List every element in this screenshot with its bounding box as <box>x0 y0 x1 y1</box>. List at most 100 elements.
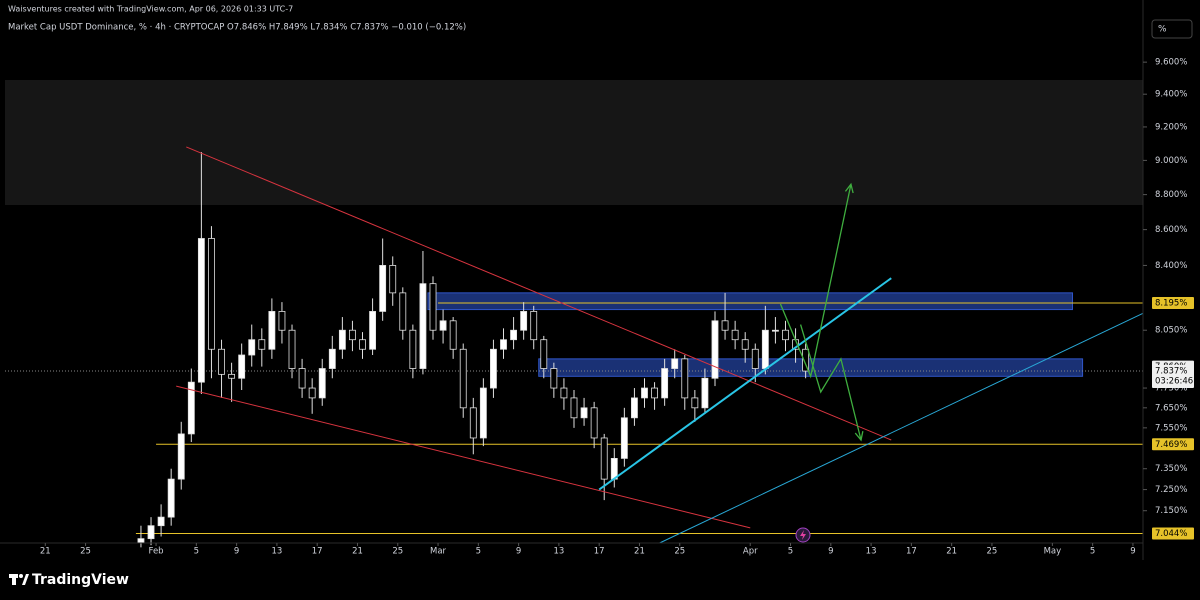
candle-body <box>741 339 749 350</box>
y-tick-label: 9.000% <box>1155 156 1187 166</box>
candle-body <box>258 339 266 350</box>
candle-body <box>268 311 276 350</box>
candle-body <box>187 381 195 435</box>
y-tick-label: 8.600% <box>1155 225 1187 235</box>
projection-arrow <box>779 184 852 379</box>
candle-body <box>459 348 467 409</box>
candle-body <box>238 354 246 379</box>
candle-body <box>308 387 316 399</box>
x-tick-label: 9 <box>516 547 521 557</box>
trendline <box>598 277 892 491</box>
y-tick-label: 9.600% <box>1155 58 1187 68</box>
y-tick-label: 8.400% <box>1155 261 1187 271</box>
x-tick-label: 13 <box>553 547 564 557</box>
candle-body <box>570 397 578 419</box>
level-label-box <box>1152 438 1194 451</box>
candle-body <box>157 516 165 527</box>
candle-body <box>369 311 377 350</box>
x-tick-label: 5 <box>476 547 481 557</box>
y-tick-label: 9.200% <box>1155 122 1187 132</box>
candle-body <box>248 339 256 356</box>
y-tick-label: 8.050% <box>1155 326 1187 336</box>
candle-body <box>167 478 175 518</box>
candle-body <box>137 538 145 544</box>
legend: Market Cap USDT Dominance, % · 4h · CRYP… <box>8 23 466 33</box>
candle-body <box>691 397 699 409</box>
arrow-head <box>844 182 854 194</box>
candle-body <box>751 348 759 369</box>
unit-label[interactable]: % <box>1158 25 1167 35</box>
y-tick-label: 8.800% <box>1155 190 1187 200</box>
scale-button[interactable] <box>1151 19 1193 39</box>
x-tick-label: 5 <box>1090 547 1095 557</box>
x-tick-label: 17 <box>312 547 323 557</box>
brand-logo <box>9 574 29 585</box>
x-tick-label: 21 <box>634 547 645 557</box>
candle-body <box>711 320 719 379</box>
trendline <box>659 312 1144 544</box>
x-tick-label: 9 <box>1130 547 1135 557</box>
candle-body <box>651 387 658 399</box>
x-tick-label: 17 <box>594 547 605 557</box>
candle-body <box>399 292 407 331</box>
candle-body <box>228 373 236 379</box>
last-price-label: 7.837% <box>1155 367 1187 377</box>
candle-body <box>479 387 487 439</box>
y-tick-label: 9.400% <box>1155 90 1187 100</box>
candle-body <box>761 329 769 369</box>
trendline <box>186 146 892 441</box>
candle-body <box>530 311 538 341</box>
y-tick-label: 7.250% <box>1155 485 1187 495</box>
trendline <box>176 385 751 529</box>
candle-body <box>500 339 507 350</box>
candle-body <box>469 407 477 439</box>
plot-area <box>5 146 1144 548</box>
candle-body <box>208 238 215 350</box>
candle-body <box>389 265 397 294</box>
candle-body <box>771 329 779 332</box>
candle-body <box>318 368 326 399</box>
x-tick-label: 9 <box>234 547 239 557</box>
projection-arrow <box>799 324 862 441</box>
x-tick-label: 25 <box>987 547 998 557</box>
y-tick-label: 7.750% <box>1155 384 1187 394</box>
candle-body <box>328 348 336 369</box>
level-label: 7.044% <box>1155 529 1187 539</box>
candle-body <box>197 238 205 383</box>
countdown: 03:26:46 <box>1155 377 1193 387</box>
level-label: 7.469% <box>1155 440 1187 450</box>
zone <box>427 292 1074 311</box>
x-tick-label: 17 <box>906 547 917 557</box>
y-tick-label: 7.550% <box>1155 423 1187 433</box>
candle-body <box>429 283 437 331</box>
candle-body <box>620 417 628 459</box>
candle-body <box>298 368 306 389</box>
shaded-band <box>5 80 1143 205</box>
candle-body <box>550 368 558 389</box>
y-tick-label: 7.150% <box>1155 506 1187 516</box>
x-tick-label: 25 <box>80 547 91 557</box>
candle-body <box>600 437 608 480</box>
x-tick-label: 21 <box>946 547 957 557</box>
x-tick-label: 5 <box>194 547 199 557</box>
last-price-box <box>1152 365 1194 389</box>
x-tick-label: Mar <box>430 547 447 557</box>
candle-body <box>147 525 155 540</box>
candle-body <box>590 407 598 439</box>
level-label-box <box>1152 527 1194 540</box>
candle-body <box>671 358 679 369</box>
candle-body <box>490 348 497 389</box>
x-tick-label: 25 <box>674 547 685 557</box>
x-tick-label: 9 <box>828 547 833 557</box>
candle-body <box>631 397 638 419</box>
candle-body <box>449 320 457 350</box>
candle-body <box>177 433 185 480</box>
candle-body <box>802 348 810 372</box>
candle-body <box>782 329 789 341</box>
candle-body <box>580 407 588 419</box>
x-tick-label: Feb <box>149 547 164 557</box>
candle-body <box>349 329 356 341</box>
candle-body <box>661 368 669 399</box>
